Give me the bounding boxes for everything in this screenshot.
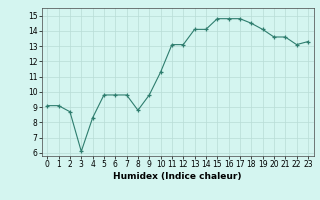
X-axis label: Humidex (Indice chaleur): Humidex (Indice chaleur) <box>113 172 242 181</box>
